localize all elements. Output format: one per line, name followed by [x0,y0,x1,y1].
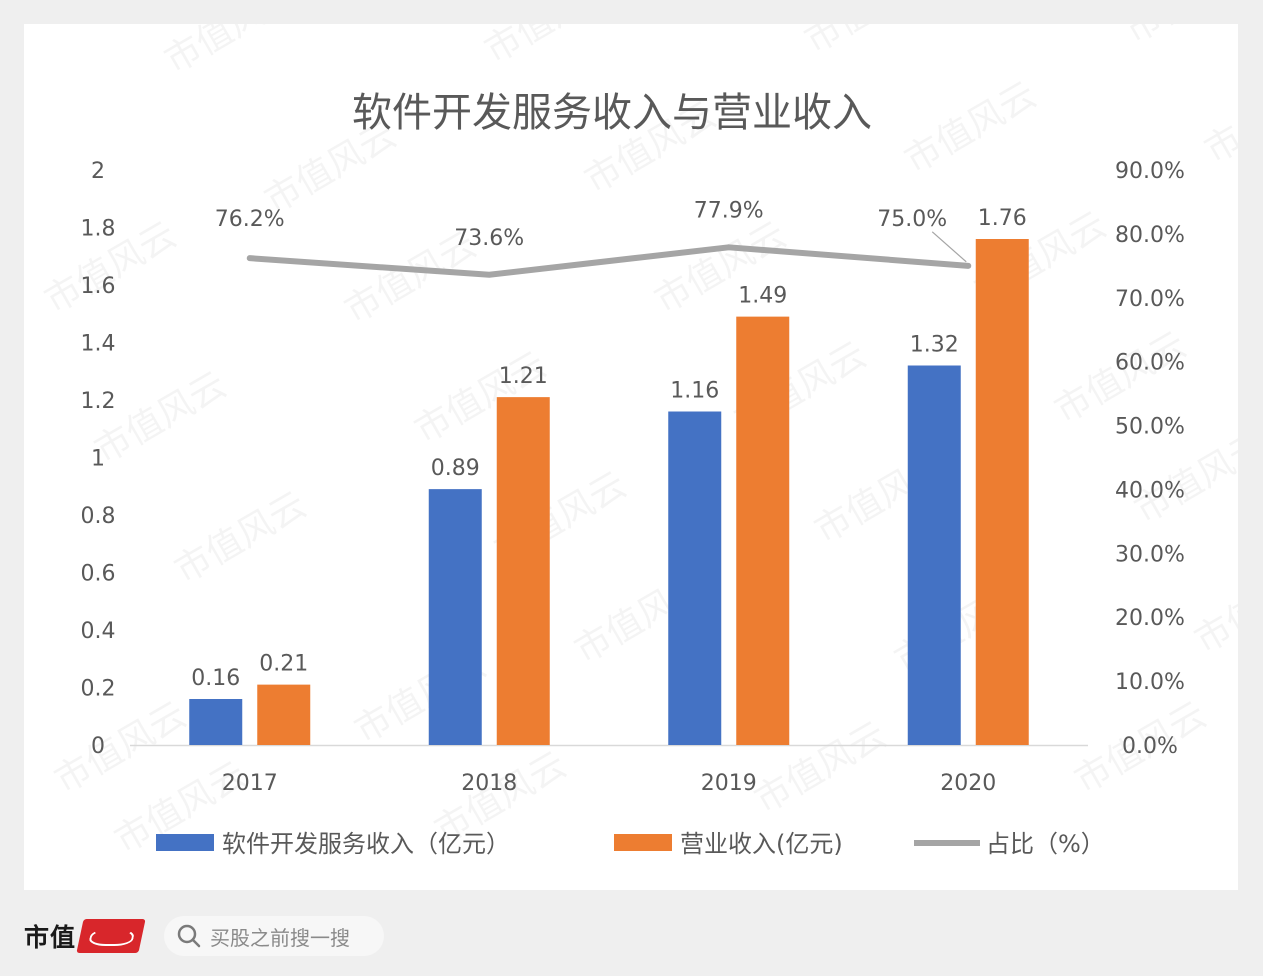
y-right-tick-label: 80.0% [1115,223,1185,248]
bar-data-label: 1.32 [910,333,959,358]
y-right-tick-label: 60.0% [1115,351,1185,376]
watermark-text: 市值风云 [168,484,313,592]
bar-data-label: 0.16 [191,666,240,691]
legend-label: 占比（%） [986,830,1105,858]
bar-software-revenue [189,699,243,745]
bar-total-revenue [496,397,550,745]
y-left-tick-label: 2 [91,159,105,184]
y-right-tick-label: 10.0% [1115,670,1185,695]
bar-total-revenue [257,684,311,745]
bar-software-revenue [907,365,961,745]
search-placeholder: 买股之前搜一搜 [210,925,350,950]
x-tick-label: 2020 [940,771,996,796]
watermark-text: 市值风云 [1198,64,1238,172]
line-data-label: 76.2% [215,207,285,232]
y-right-tick-label: 70.0% [1115,287,1185,312]
watermark-text: 市值风云 [798,24,943,62]
bar-total-revenue [975,239,1029,745]
y-left-tick-label: 0.4 [81,619,116,644]
bar-data-label: 1.16 [670,379,719,404]
y-left-tick-label: 0 [91,734,105,759]
y-right-tick-label: 40.0% [1115,478,1185,503]
watermark-text: 市值风云 [1118,24,1238,52]
chart-title: 软件开发服务收入与营业收入 [352,90,872,136]
bar-total-revenue [736,316,790,745]
footer: 市值 买股之前搜一搜 [0,900,1263,976]
y-left-tick-label: 1.8 [81,217,116,242]
y-right-tick-label: 90.0% [1115,159,1185,184]
y-left-tick-label: 0.6 [81,562,116,587]
watermark-text: 市值风云 [478,24,623,72]
y-right-tick-label: 30.0% [1115,542,1185,567]
y-left-tick-label: 0.2 [81,677,116,702]
line-data-label: 75.0% [877,207,947,232]
bars-layer [189,239,1029,745]
y-left-tick-label: 1.2 [81,389,116,414]
y-left-tick-label: 1.6 [81,274,116,299]
x-tick-label: 2018 [461,771,517,796]
brand-mark-icon [76,919,146,953]
bar-data-label: 1.49 [738,284,787,309]
y-right-tick-label: 20.0% [1115,606,1185,631]
legend-swatch [156,834,214,851]
line-data-label: 73.6% [454,226,524,251]
bar-data-label: 1.21 [499,364,548,389]
label-leader-line [931,231,967,263]
watermark-text: 市值风云 [48,694,193,802]
search-icon [177,924,201,948]
search-box[interactable]: 买股之前搜一搜 [164,916,384,956]
legend-label: 营业收入(亿元) [680,830,843,858]
y-left-tick-label: 0.8 [81,504,116,529]
y-right-tick-label: 0.0% [1122,734,1178,759]
bar-data-label: 0.89 [431,456,480,481]
line-data-label: 77.9% [694,198,764,223]
y-left-tick-label: 1 [91,447,105,472]
brand-logo[interactable]: 市值 [24,916,146,956]
ratio-line [246,244,972,278]
bar-software-revenue [428,489,482,745]
watermark-text: 市值风云 [898,74,1043,182]
bar-data-label: 1.76 [978,206,1027,231]
chart-card: 市值风云 市值风云 市值风云 市值风云 市值风云 市值风云 市值风云 市值风云 市值风云 市值风云… [24,24,1238,890]
line-layer [246,244,972,278]
y-left-tick-label: 1.4 [81,332,116,357]
y-right-tick-label: 50.0% [1115,415,1185,440]
legend-swatch [614,834,672,851]
watermark-text: 市值风云 [1188,554,1238,662]
x-tick-label: 2017 [222,771,278,796]
watermark-text: 市值风云 [88,364,233,472]
watermark-text: 市值风云 [158,24,303,82]
bar-software-revenue [668,411,722,745]
legend: 软件开发服务收入（亿元） 营业收入(亿元) 占比（%） [156,830,1105,858]
bar-data-label: 0.21 [259,652,308,677]
brand-name: 市值 [24,923,77,952]
x-tick-label: 2019 [701,771,757,796]
legend-label: 软件开发服务收入（亿元） [222,830,510,858]
labels-layer: 0.16 0.89 1.16 1.32 0.21 1.21 1.49 1.76 76.2% 73.… [191,198,1026,691]
axes-layer: 00.20.40.60.811.21.41.61.820.0%10.0%20.0… [81,159,1185,796]
